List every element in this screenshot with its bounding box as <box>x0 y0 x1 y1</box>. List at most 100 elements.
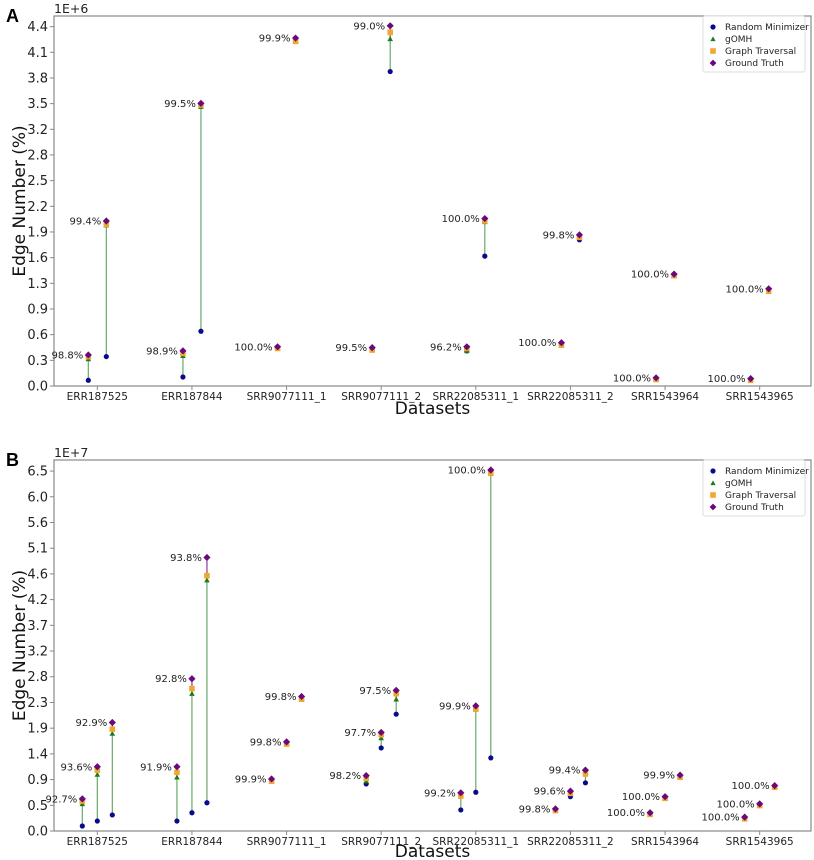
data-point-group: 100.0% <box>702 813 749 824</box>
random-minimizer-point <box>393 711 399 717</box>
ground-truth-point <box>291 34 300 42</box>
data-point-group: 100.0% <box>442 214 489 259</box>
ground-truth-point <box>652 374 660 382</box>
y-tick-label: 3.5 <box>27 97 48 112</box>
accuracy-label: 100.0% <box>607 808 645 819</box>
accuracy-label: 93.8% <box>170 553 202 564</box>
ground-truth-point <box>84 351 92 359</box>
data-point-group: 99.5% <box>164 99 205 334</box>
graph-traversal-point <box>189 685 195 692</box>
data-point-group: 99.6% <box>534 787 575 800</box>
data-point-group: 100.0% <box>726 284 773 295</box>
data-point-group: 99.9% <box>235 774 276 785</box>
data-point-group: 100.0% <box>622 792 669 803</box>
random-minimizer-point <box>378 745 384 751</box>
data-point-group: 100.0% <box>448 465 495 761</box>
x-tick-label: SRR1543965 <box>726 391 794 403</box>
legend: Random Minimizer gOMH Graph Traversal Groun… <box>702 459 809 517</box>
ground-truth-point <box>765 285 773 293</box>
random-minimizer-point <box>482 253 488 259</box>
x-tick-label: ERR187525 <box>67 391 128 403</box>
legend-random-minimizer-icon <box>710 468 716 474</box>
ground-truth-point <box>487 466 495 474</box>
data-point-group: 99.8% <box>250 737 291 748</box>
y-tick-label: 1.3 <box>27 277 48 292</box>
ground-truth-point <box>481 214 489 223</box>
x-tick-label: SRR9077111_1 <box>247 391 327 403</box>
data-point-group: 100.0% <box>613 373 660 384</box>
data-point-group: 93.8% <box>170 553 211 806</box>
accuracy-label: 92.7% <box>46 794 78 805</box>
ground-truth-point <box>179 347 187 355</box>
accuracy-label: 100.0% <box>702 813 740 824</box>
accuracy-label: 92.8% <box>155 674 187 685</box>
accuracy-label: 100.0% <box>613 373 651 384</box>
x-tick-label: SRR9077111_2 <box>341 836 421 848</box>
x-tick-label: ERR187525 <box>67 836 128 848</box>
data-point-group: 92.9% <box>76 718 116 818</box>
data-point-group: 100.0% <box>607 808 654 819</box>
gomh-point <box>387 36 393 42</box>
y-tick-label: 6.0 <box>27 490 48 505</box>
data-point-group: 99.9% <box>259 34 300 45</box>
legend-box <box>702 15 806 73</box>
ground-truth-point <box>575 231 584 239</box>
plot-frame <box>53 459 812 832</box>
accuracy-label: 100.0% <box>234 342 272 353</box>
ground-truth-point <box>551 805 560 813</box>
data-point-group: 99.8% <box>519 804 560 815</box>
panel-letter: A <box>6 6 19 26</box>
gomh-point <box>393 696 399 702</box>
random-minimizer-point <box>109 812 115 818</box>
ground-truth-point <box>747 375 755 383</box>
ground-truth-point <box>377 728 385 737</box>
x-axis-label: Datasets <box>395 842 471 860</box>
data-point-group: 100.0% <box>708 374 755 385</box>
ground-truth-point <box>472 702 480 710</box>
y-multiplier-label: 1E+7 <box>54 445 88 460</box>
accuracy-label: 100.0% <box>442 214 480 225</box>
y-tick-label: 0.0 <box>27 380 48 395</box>
y-tick-label: 0.0 <box>27 825 48 840</box>
y-tick-label: 1.4 <box>27 747 48 762</box>
y-tick-label: 0.5 <box>27 799 48 814</box>
ground-truth-point <box>676 771 684 779</box>
data-point-group: 97.7% <box>344 728 385 751</box>
ground-truth-point <box>566 787 575 795</box>
x-tick-label: SRR9077111_1 <box>247 836 327 848</box>
accuracy-label: 100.0% <box>518 338 556 349</box>
y-tick-label: 1.9 <box>27 722 48 737</box>
legend-label: Ground Truth <box>725 59 784 69</box>
data-point-group: 100.0% <box>717 799 764 810</box>
accuracy-label: 99.8% <box>250 737 282 748</box>
data-point-group: 98.2% <box>329 771 370 787</box>
legend-gomh-icon <box>710 480 716 486</box>
y-axis-label: Edge Number (%) <box>10 570 30 721</box>
gomh-point <box>204 577 210 583</box>
x-tick-label: ERR187844 <box>161 391 223 403</box>
legend-random-minimizer-icon <box>710 24 716 30</box>
ground-truth-point <box>362 772 370 780</box>
accuracy-label: 99.9% <box>259 34 291 45</box>
random-minimizer-point <box>204 800 210 806</box>
ground-truth-point <box>368 344 376 352</box>
x-axis-label: Datasets <box>395 399 471 419</box>
ground-truth-point <box>771 781 779 790</box>
graph-traversal-point <box>387 29 393 36</box>
accuracy-label: 99.9% <box>643 771 675 782</box>
ground-truth-point <box>273 343 282 351</box>
accuracy-label: 99.8% <box>543 230 575 241</box>
data-point-group: 99.4% <box>549 766 590 786</box>
panel-b: B 1E+7 0.0 0.5 0.9 1.4 1.9 2.3 2.8 3.2 3.7 4.2 4.6 5.… <box>6 445 812 860</box>
random-minimizer-point <box>174 818 180 824</box>
gomh-point <box>189 690 195 696</box>
accuracy-label: 100.0% <box>631 270 669 281</box>
data-point-group: 93.6% <box>61 762 101 824</box>
accuracy-label: 99.5% <box>164 99 196 110</box>
data-point-group: 99.8% <box>543 230 584 243</box>
accuracy-label: 99.6% <box>534 787 566 798</box>
y-tick-label: 1.6 <box>27 251 48 266</box>
x-tick-label: ERR187844 <box>161 836 223 848</box>
y-tick-label: 0.6 <box>27 328 48 343</box>
ground-truth-point <box>78 795 86 803</box>
